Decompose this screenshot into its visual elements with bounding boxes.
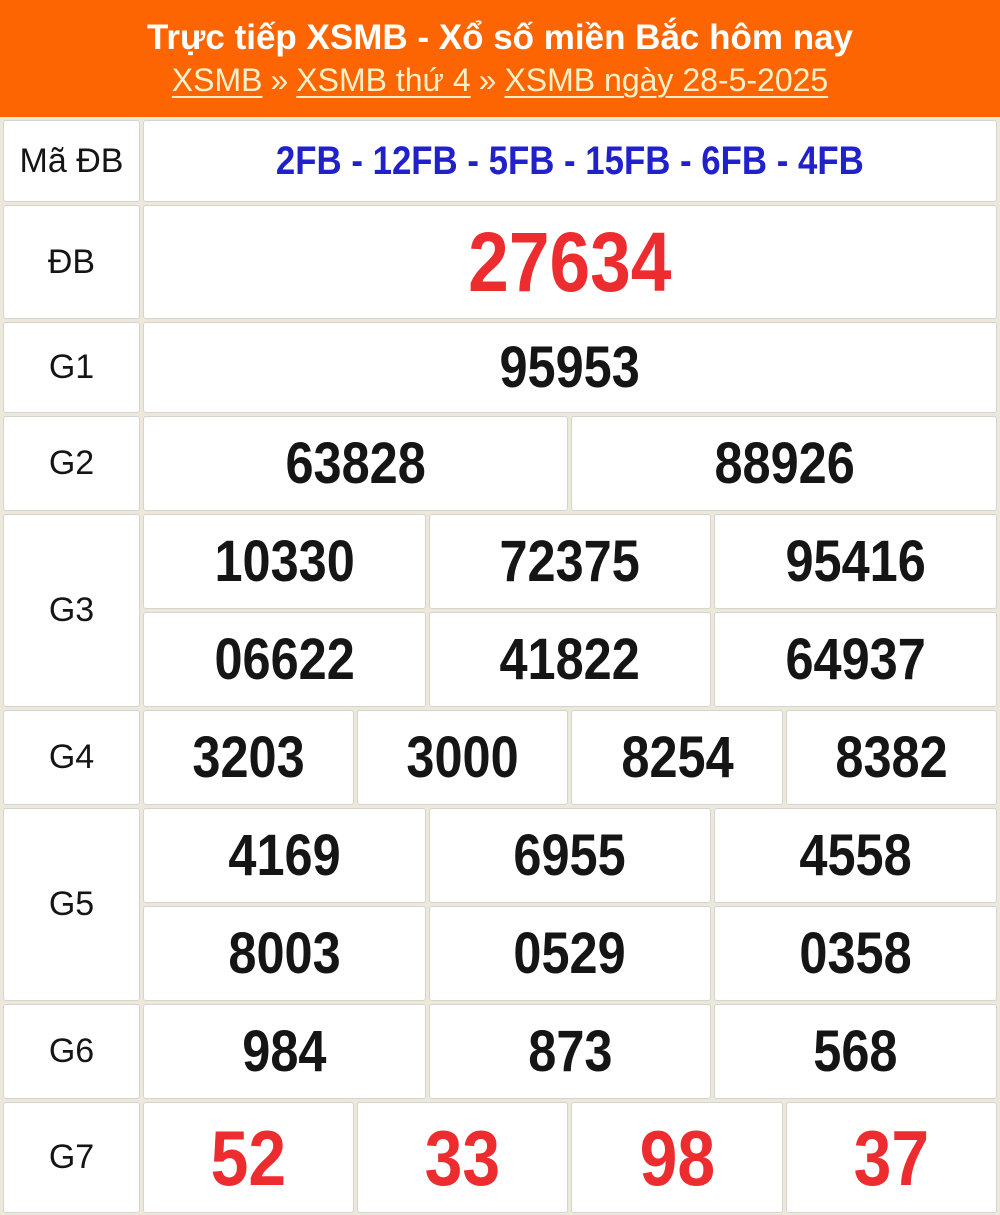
prize-cell-g7-4: 37 bbox=[785, 1102, 997, 1213]
breadcrumb-separator: » bbox=[270, 62, 289, 99]
breadcrumb: XSMB» XSMB thứ 4» XSMB ngày 28-5-2025 bbox=[172, 63, 828, 98]
breadcrumb-link-xsmb-date[interactable]: XSMB ngày 28-5-2025 bbox=[504, 62, 829, 99]
prize-cell-g6-2: 873 bbox=[428, 1004, 712, 1099]
prize-cell-g3-2-2: 41822 bbox=[428, 612, 712, 707]
prize-row-g3-2: 06622 41822 64937 bbox=[3, 612, 997, 707]
prize-row-db: ĐB 27634 bbox=[3, 205, 997, 319]
prize-label-g5: G5 bbox=[3, 808, 140, 1001]
prize-cell-g5-2-3: 0358 bbox=[714, 906, 997, 1001]
prize-cell-g7-1: 52 bbox=[143, 1102, 355, 1213]
prize-cell-g5-1-1: 4169 bbox=[143, 808, 426, 903]
prize-cell-g3-1-1: 10330 bbox=[143, 514, 426, 609]
prize-label-g2: G2 bbox=[3, 416, 140, 511]
prize-cell-g5-1-2: 6955 bbox=[428, 808, 712, 903]
prize-label-g6: G6 bbox=[3, 1004, 140, 1099]
prize-label-db: ĐB bbox=[3, 205, 140, 319]
prize-row-g5-2: 8003 0529 0358 bbox=[3, 906, 997, 1001]
prize-row-g4: G4 3203 3000 8254 8382 bbox=[3, 710, 997, 805]
prize-row-g3-1: G3 10330 72375 95416 bbox=[3, 514, 997, 707]
prize-cell-g5-2-2: 0529 bbox=[428, 906, 712, 1001]
prize-label-g3: G3 bbox=[3, 514, 140, 707]
prize-row-g6: G6 984 873 568 bbox=[3, 1004, 997, 1099]
prize-cell-g2-2: 88926 bbox=[571, 416, 997, 511]
prize-row-ma-db: Mã ĐB 2FB - 12FB - 5FB - 15FB - 6FB - 4F… bbox=[3, 120, 997, 202]
prize-cell-g3-1-2: 72375 bbox=[428, 514, 712, 609]
results-table: Mã ĐB 2FB - 12FB - 5FB - 15FB - 6FB - 4F… bbox=[0, 117, 1000, 1215]
prize-label-g4: G4 bbox=[3, 710, 140, 805]
page-title: Trực tiếp XSMB - Xổ số miền Bắc hôm nay bbox=[146, 17, 854, 57]
prize-cell-g3-2-1: 06622 bbox=[143, 612, 426, 707]
breadcrumb-link-xsmb[interactable]: XSMB bbox=[171, 62, 263, 99]
prize-row-g7: G7 52 33 98 37 bbox=[3, 1102, 997, 1213]
prize-cell-g3-1-3: 95416 bbox=[714, 514, 997, 609]
prize-cell-db: 27634 bbox=[143, 205, 997, 319]
prize-cell-g6-3: 568 bbox=[714, 1004, 997, 1099]
special-prize-value: 27634 bbox=[468, 215, 672, 309]
prize-row-g5-1: G5 4169 6955 4558 bbox=[3, 808, 997, 1001]
prize-cell-g6-1: 984 bbox=[143, 1004, 426, 1099]
prize-cell-g4-1: 3203 bbox=[143, 710, 355, 805]
prize-cell-g4-2: 3000 bbox=[357, 710, 569, 805]
page-header: Trực tiếp XSMB - Xổ số miền Bắc hôm nay … bbox=[0, 0, 1000, 117]
prize-row-g2: G2 63828 88926 bbox=[3, 416, 997, 511]
breadcrumb-link-xsmb-thu-4[interactable]: XSMB thứ 4 bbox=[296, 62, 471, 99]
prize-cell-g5-1-3: 4558 bbox=[714, 808, 997, 903]
prize-cell-g4-4: 8382 bbox=[785, 710, 997, 805]
prize-cell-g7-2: 33 bbox=[357, 1102, 569, 1213]
prize-cell-g3-2-3: 64937 bbox=[714, 612, 997, 707]
prize-label-g1: G1 bbox=[3, 322, 140, 413]
prize-cell-g7-3: 98 bbox=[571, 1102, 783, 1213]
prize-cell-g4-3: 8254 bbox=[571, 710, 783, 805]
prize-cell-g1: 95953 bbox=[143, 322, 997, 413]
breadcrumb-separator: » bbox=[478, 62, 497, 99]
prize-label-ma-db: Mã ĐB bbox=[3, 120, 140, 202]
special-code-value: 2FB - 12FB - 5FB - 15FB - 6FB - 4FB bbox=[276, 139, 864, 183]
prize-label-g7: G7 bbox=[3, 1102, 140, 1213]
prize-cell-ma-db: 2FB - 12FB - 5FB - 15FB - 6FB - 4FB bbox=[143, 120, 997, 202]
prize-cell-g5-2-1: 8003 bbox=[143, 906, 426, 1001]
prize-cell-g2-1: 63828 bbox=[143, 416, 569, 511]
prize-row-g1: G1 95953 bbox=[3, 322, 997, 413]
